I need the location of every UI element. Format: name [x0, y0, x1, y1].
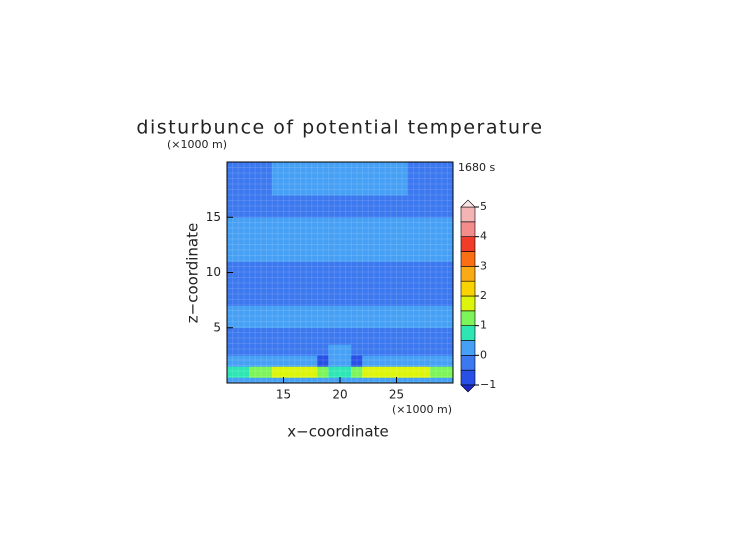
colorbar-tick-label: 3 — [480, 259, 487, 272]
colorbar-segment — [460, 369, 476, 386]
colorbar-segment — [460, 221, 476, 237]
colorbar-tick-label: 2 — [480, 289, 487, 302]
colorbar-segment — [460, 236, 476, 252]
colorbar-tick-label: −1 — [480, 378, 496, 391]
x-tick-label: 20 — [332, 388, 347, 402]
y-tick-label: 15 — [206, 210, 221, 224]
y-tick-label: 10 — [206, 265, 221, 279]
time-label: 1680 s — [458, 161, 495, 174]
y-tick-label: 5 — [213, 320, 221, 334]
y-axis-label: z−coordinate — [184, 223, 202, 323]
x-axis-label: x−coordinate — [287, 423, 388, 441]
colorbar-over — [460, 199, 476, 208]
colorbar-under — [460, 384, 476, 393]
x-unit-label: (×1000 m) — [392, 403, 452, 416]
colorbar-segment — [460, 355, 476, 371]
chart-title: disturbunce of potential temperature — [136, 117, 543, 139]
colorbar-segment — [460, 295, 476, 312]
colorbar-segment — [460, 340, 476, 356]
colorbar-segment — [460, 325, 476, 341]
colorbar-segment — [460, 266, 476, 282]
colorbar-tick-label: 4 — [480, 230, 487, 243]
x-tick-label: 25 — [389, 388, 404, 402]
colorbar-segment — [460, 251, 476, 267]
colorbar-segment — [460, 206, 476, 223]
colorbar-segment — [460, 310, 476, 326]
colorbar-tick-label: 1 — [480, 319, 487, 332]
colorbar-tick-label: 5 — [480, 200, 487, 213]
colorbar-tick-label: 0 — [480, 348, 487, 361]
colorbar-segment — [460, 280, 476, 297]
y-unit-label: (×1000 m) — [167, 138, 227, 151]
x-tick-label: 15 — [276, 388, 291, 402]
